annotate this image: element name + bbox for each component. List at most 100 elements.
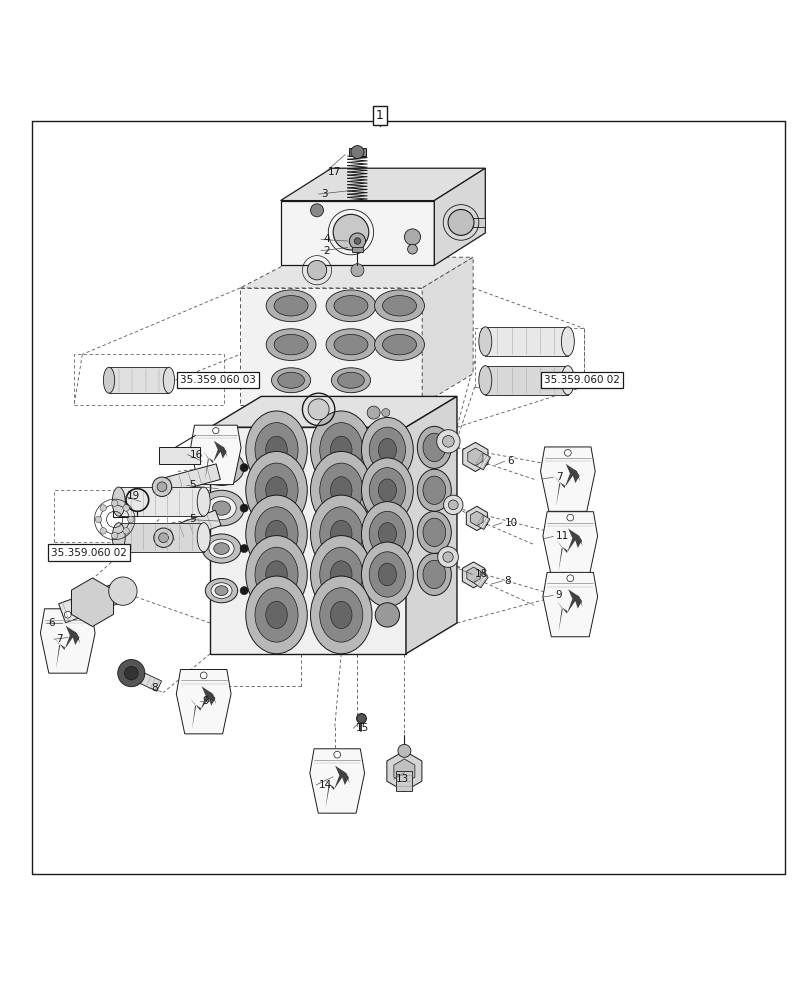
Ellipse shape <box>246 495 307 573</box>
Ellipse shape <box>255 507 298 561</box>
Ellipse shape <box>265 436 287 463</box>
Circle shape <box>310 204 323 217</box>
Ellipse shape <box>331 368 370 393</box>
Ellipse shape <box>326 290 375 322</box>
Ellipse shape <box>374 290 424 322</box>
Text: 11: 11 <box>555 531 569 541</box>
Text: 8: 8 <box>151 683 157 693</box>
Circle shape <box>566 514 573 521</box>
Text: 9: 9 <box>202 696 208 706</box>
Text: 14: 14 <box>318 780 332 790</box>
Circle shape <box>442 436 453 447</box>
Ellipse shape <box>361 458 413 523</box>
Ellipse shape <box>423 476 445 504</box>
Polygon shape <box>240 257 473 288</box>
Polygon shape <box>464 218 485 227</box>
Circle shape <box>240 504 248 512</box>
Text: 17: 17 <box>327 167 341 177</box>
Ellipse shape <box>246 576 307 654</box>
Circle shape <box>152 477 171 496</box>
Ellipse shape <box>333 296 367 316</box>
Circle shape <box>307 260 326 280</box>
Text: 15: 15 <box>355 723 369 733</box>
Circle shape <box>157 482 166 492</box>
Ellipse shape <box>215 586 228 595</box>
Polygon shape <box>466 567 479 583</box>
Circle shape <box>200 672 207 679</box>
Polygon shape <box>471 451 490 470</box>
Ellipse shape <box>255 547 298 602</box>
Circle shape <box>158 533 168 543</box>
Ellipse shape <box>369 427 405 472</box>
Ellipse shape <box>361 502 413 566</box>
Text: 12: 12 <box>115 505 127 515</box>
Polygon shape <box>240 288 422 405</box>
Circle shape <box>349 233 365 249</box>
Ellipse shape <box>378 563 396 586</box>
Ellipse shape <box>417 426 451 468</box>
Polygon shape <box>281 168 485 201</box>
Circle shape <box>354 238 360 244</box>
Polygon shape <box>422 257 473 405</box>
Circle shape <box>442 552 453 562</box>
Text: 7: 7 <box>555 472 562 482</box>
Polygon shape <box>351 247 363 252</box>
Circle shape <box>64 611 71 618</box>
Polygon shape <box>310 749 364 813</box>
Text: 4: 4 <box>323 234 330 244</box>
Circle shape <box>381 409 389 417</box>
Polygon shape <box>485 327 567 356</box>
Polygon shape <box>554 464 580 507</box>
Circle shape <box>122 505 129 511</box>
Text: 13: 13 <box>396 774 409 784</box>
Ellipse shape <box>478 327 491 356</box>
Text: 16: 16 <box>190 450 203 460</box>
Ellipse shape <box>246 536 307 613</box>
Ellipse shape <box>333 334 367 355</box>
Ellipse shape <box>212 501 230 515</box>
Ellipse shape <box>246 451 307 529</box>
Ellipse shape <box>361 417 413 482</box>
Ellipse shape <box>326 329 375 360</box>
Polygon shape <box>467 448 483 466</box>
Text: 19: 19 <box>127 491 139 501</box>
Polygon shape <box>485 366 567 395</box>
Ellipse shape <box>202 534 241 563</box>
Ellipse shape <box>211 583 232 599</box>
Circle shape <box>240 545 248 553</box>
Ellipse shape <box>320 463 363 517</box>
Circle shape <box>127 516 134 523</box>
Ellipse shape <box>560 366 573 395</box>
Polygon shape <box>470 570 487 588</box>
Circle shape <box>95 516 101 523</box>
Polygon shape <box>281 201 434 265</box>
Ellipse shape <box>330 436 352 463</box>
Ellipse shape <box>163 367 174 393</box>
Ellipse shape <box>320 423 363 477</box>
Ellipse shape <box>197 523 210 552</box>
Ellipse shape <box>423 433 445 462</box>
Polygon shape <box>324 766 350 809</box>
Circle shape <box>333 214 368 250</box>
Ellipse shape <box>310 536 371 613</box>
Ellipse shape <box>361 542 413 607</box>
Polygon shape <box>210 427 406 654</box>
Text: 5: 5 <box>189 480 195 490</box>
Circle shape <box>397 744 410 757</box>
Text: 1: 1 <box>375 109 384 122</box>
Ellipse shape <box>112 523 125 552</box>
Ellipse shape <box>382 334 416 355</box>
Ellipse shape <box>310 411 371 489</box>
Polygon shape <box>466 506 487 531</box>
Polygon shape <box>210 396 457 427</box>
Circle shape <box>333 751 340 758</box>
Polygon shape <box>58 582 127 623</box>
Ellipse shape <box>382 296 416 316</box>
Ellipse shape <box>265 561 287 588</box>
Ellipse shape <box>207 456 236 479</box>
Polygon shape <box>540 447 594 511</box>
Polygon shape <box>470 511 483 526</box>
Ellipse shape <box>265 477 287 504</box>
Ellipse shape <box>212 461 230 475</box>
Circle shape <box>566 575 573 582</box>
